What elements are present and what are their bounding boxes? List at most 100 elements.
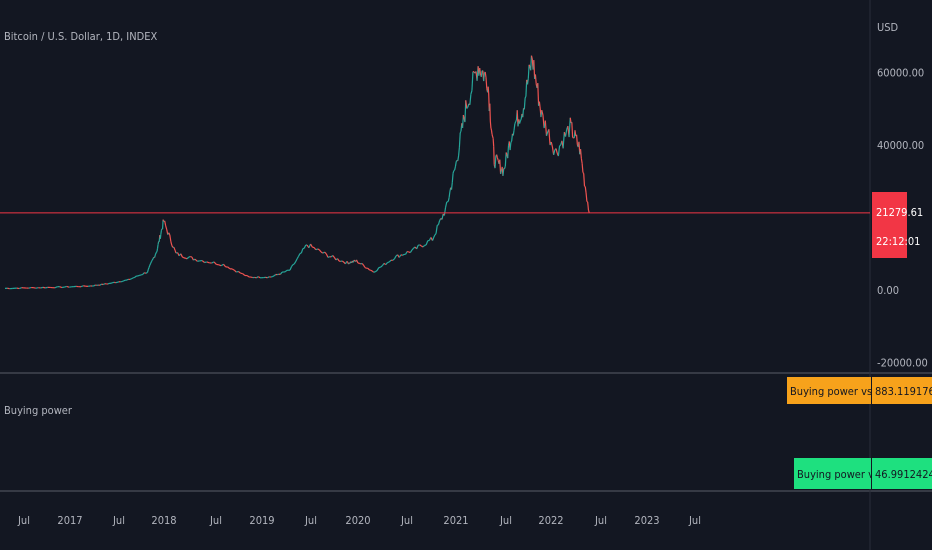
price-candle-segment (324, 251, 327, 255)
price-candle-segment (584, 186, 587, 193)
price-candle-segment (35, 287, 39, 289)
price-candle-segment (110, 282, 113, 284)
price-candle-segment (447, 200, 449, 203)
price-candle-segment (489, 121, 492, 129)
price-candle-segment (369, 269, 371, 271)
price-candle-segment (233, 269, 237, 273)
price-candle-segment (154, 254, 156, 258)
price-candle-segment (510, 140, 513, 143)
price-candle-segment (317, 248, 320, 251)
price-candle-segment (293, 261, 297, 265)
price-candle-segment (505, 152, 508, 155)
symbol-title[interactable]: Bitcoin / U.S. Dollar, 1D, INDEX (4, 30, 157, 43)
price-candle-segment (289, 266, 292, 271)
price-candle-segment (154, 252, 157, 255)
price-candle-segment (160, 230, 163, 235)
price-candle-segment (298, 253, 301, 257)
price-candle-segment (583, 173, 586, 187)
price-candle-segment (557, 145, 561, 157)
indicator-title[interactable]: Buying power (4, 404, 73, 417)
price-candle-segment (450, 182, 453, 190)
time-tick-label: Jul (209, 514, 222, 527)
price-candle-segment (383, 262, 387, 266)
price-candle-segment (496, 154, 498, 158)
price-candle-segment (174, 249, 177, 254)
price-candle-segment (541, 110, 544, 116)
time-axis[interactable]: Jul 2017 Jul 2018 Jul 2019 Jul 2020 Jul 2021 Jul 20… (17, 514, 701, 527)
time-tick-label: 2018 (151, 514, 176, 527)
price-candle-segment (454, 161, 457, 167)
price-candle-segment (272, 275, 275, 278)
price-candle-segment (393, 255, 397, 260)
price-candle-segment (448, 191, 451, 198)
price-candle-segment (133, 276, 136, 279)
price-candle-segment (484, 71, 487, 78)
btc-label-bg (794, 458, 871, 489)
price-candle-segment (246, 275, 250, 278)
price-candle-segment (140, 273, 143, 276)
price-candle-segment (512, 130, 515, 136)
price-candle-segment (548, 129, 551, 146)
price-candle-segment (458, 132, 461, 148)
price-candle-segment (359, 262, 362, 265)
price-candle-segment (137, 274, 140, 277)
price-candle-segment (273, 274, 277, 277)
price-candle-segment (152, 256, 155, 259)
price-series (4, 55, 590, 290)
price-candle-segment (131, 277, 134, 280)
eth-tag: Buying power vs. Ethereum 883.1191769259… (787, 377, 932, 404)
price-axis[interactable]: 60000.00 40000.00 0.00 -20000.00 (877, 67, 928, 370)
price-candle-segment (489, 103, 491, 122)
price-candle-segment (534, 74, 537, 84)
price-candle-segment (581, 163, 584, 173)
price-candle-segment (545, 131, 549, 136)
price-candle-segment (134, 275, 137, 278)
price-candle-segment (499, 170, 502, 174)
price-candle-segment (416, 244, 419, 250)
price-candle-segment (341, 260, 345, 263)
price-candle-segment (364, 267, 367, 269)
price-candle-segment (441, 213, 444, 220)
last-price-value: 21279.61 (876, 206, 923, 219)
price-candle-segment (437, 224, 439, 226)
price-candle-segment (580, 158, 583, 164)
price-candle-segment (493, 146, 495, 165)
price-candle-segment (290, 264, 294, 268)
price-candle-segment (487, 86, 490, 95)
price-candle-segment (267, 276, 270, 279)
price-candle-segment (413, 246, 416, 249)
price-candle-segment (318, 249, 322, 253)
price-candle-segment (303, 244, 307, 249)
last-price-countdown: 22:12:01 (876, 235, 920, 248)
price-candle-segment (483, 72, 486, 82)
price-candle-segment (315, 248, 318, 251)
price-candle-segment (220, 263, 224, 267)
price-candle-segment (238, 271, 241, 274)
price-candle-segment (227, 266, 231, 270)
price-candle-segment (568, 117, 571, 138)
price-candle-segment (363, 265, 366, 268)
time-tick-label: Jul (304, 514, 317, 527)
price-candle-segment (149, 263, 152, 266)
price-candle-segment (509, 142, 512, 151)
price-candle-segment (515, 119, 517, 122)
price-candle-segment (80, 285, 84, 288)
price-candle-segment (586, 200, 589, 203)
price-candle-segment (431, 237, 435, 241)
price-candle-segment (507, 145, 510, 159)
price-candle-segment (123, 279, 126, 282)
currency-label: USD (877, 21, 899, 34)
price-candle-segment (169, 234, 172, 242)
price-candle-segment (387, 261, 390, 264)
price-candle-segment (559, 144, 562, 147)
price-candle-segment (451, 173, 454, 183)
price-candle-segment (218, 264, 222, 267)
price-candle-segment (499, 159, 502, 174)
price-candle-segment (107, 282, 110, 285)
time-tick-label: Jul (499, 514, 512, 527)
price-candle-segment (421, 245, 424, 248)
price-candle-segment (313, 247, 317, 251)
price-candle-segment (490, 130, 493, 135)
price-candle-segment (571, 122, 574, 138)
